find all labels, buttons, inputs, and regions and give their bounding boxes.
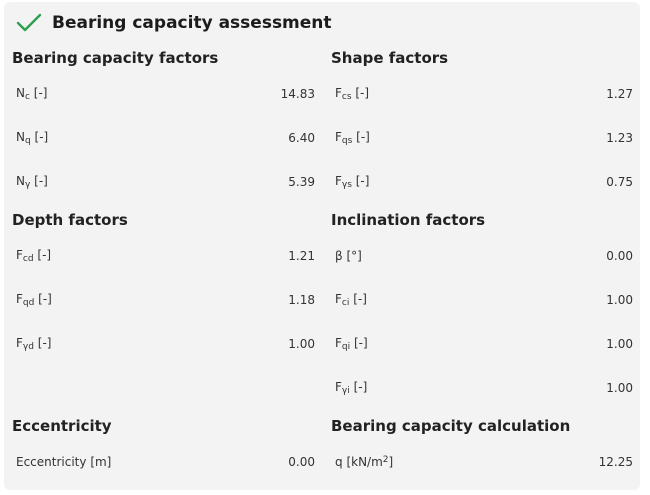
section-title-bearing-factors: Bearing capacity factors xyxy=(12,49,219,67)
row-label: β [°] xyxy=(335,249,362,263)
row-value: 0.00 xyxy=(606,249,633,263)
section-title-shape-factors: Shape factors xyxy=(331,49,449,67)
row-value: 1.00 xyxy=(606,337,633,351)
row-label: Fqi [-] xyxy=(335,336,368,352)
row-fgammas: Fγs [-] 0.75 xyxy=(331,172,633,192)
row-label: Fγd [-] xyxy=(16,336,52,352)
row-label: Fci [-] xyxy=(335,292,367,308)
section-title-eccentricity: Eccentricity xyxy=(12,417,112,435)
row-value: 5.39 xyxy=(288,175,315,189)
row-label: Fcd [-] xyxy=(16,248,52,264)
row-label: Nq [-] xyxy=(16,130,49,146)
panel-title: Bearing capacity assessment xyxy=(52,13,332,33)
row-fqd: Fqd [-] 1.18 xyxy=(12,290,315,310)
row-label: Fγs [-] xyxy=(335,174,370,190)
row-value: 0.00 xyxy=(288,455,315,469)
row-value: 12.25 xyxy=(598,455,633,469)
row-value: 1.18 xyxy=(288,293,315,307)
row-nq: Nq [-] 6.40 xyxy=(12,128,315,148)
row-fgammai: Fγi [-] 1.00 xyxy=(331,378,633,398)
bearing-capacity-panel: Bearing capacity assessment Bearing capa… xyxy=(4,2,640,490)
row-value: 1.23 xyxy=(606,131,633,145)
section-title-depth-factors: Depth factors xyxy=(12,211,128,229)
section-title-inclination-factors: Inclination factors xyxy=(331,211,486,229)
row-fci: Fci [-] 1.00 xyxy=(331,290,633,310)
row-ngamma: Nγ [-] 5.39 xyxy=(12,172,315,192)
row-label: Fqs [-] xyxy=(335,130,370,146)
row-q: q [kN/m2] 12.25 xyxy=(331,452,633,472)
row-value: 1.00 xyxy=(288,337,315,351)
row-fqi: Fqi [-] 1.00 xyxy=(331,334,633,354)
row-label: q [kN/m2] xyxy=(335,455,394,469)
row-fqs: Fqs [-] 1.23 xyxy=(331,128,633,148)
row-value: 1.00 xyxy=(606,381,633,395)
row-fcd: Fcd [-] 1.21 xyxy=(12,246,315,266)
row-label: Fcs [-] xyxy=(335,86,370,102)
row-eccentricity: Eccentricity [m] 0.00 xyxy=(12,452,315,472)
row-label: Nc [-] xyxy=(16,86,48,102)
row-fcs: Fcs [-] 1.27 xyxy=(331,84,633,104)
section-title-bearing-calculation: Bearing capacity calculation xyxy=(331,417,571,435)
row-label: Fγi [-] xyxy=(335,380,368,396)
panel-header: Bearing capacity assessment xyxy=(16,12,332,34)
row-value: 1.00 xyxy=(606,293,633,307)
row-value: 14.83 xyxy=(280,87,315,101)
row-beta: β [°] 0.00 xyxy=(331,246,633,266)
row-value: 1.27 xyxy=(606,87,633,101)
row-value: 0.75 xyxy=(606,175,633,189)
row-label: Eccentricity [m] xyxy=(16,455,112,469)
row-value: 1.21 xyxy=(288,249,315,263)
row-label: Fqd [-] xyxy=(16,292,52,308)
row-nc: Nc [-] 14.83 xyxy=(12,84,315,104)
row-label: Nγ [-] xyxy=(16,174,48,190)
row-fgammad: Fγd [-] 1.00 xyxy=(12,334,315,354)
check-icon xyxy=(16,13,42,32)
row-value: 6.40 xyxy=(288,131,315,145)
